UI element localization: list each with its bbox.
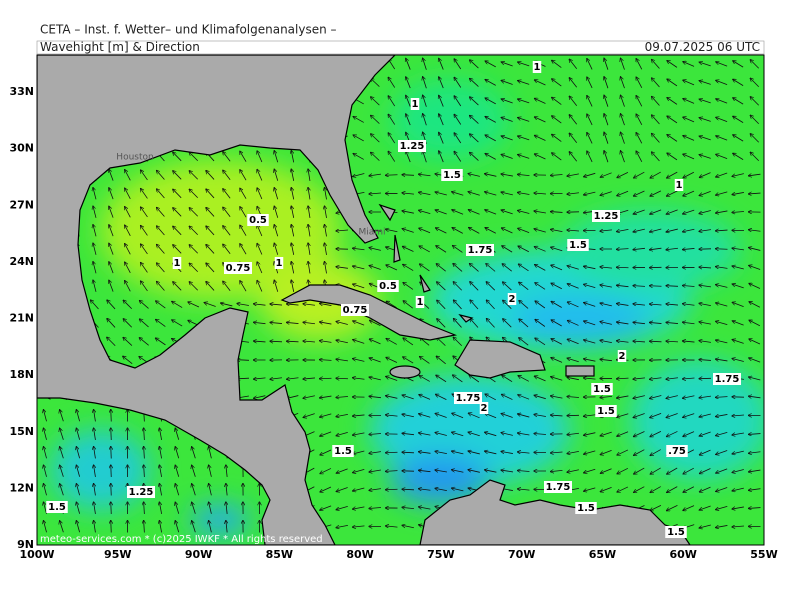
contour-label: 1.75 — [546, 482, 571, 493]
longitude-label: 75W — [427, 548, 454, 561]
contour-label: 0.75 — [226, 263, 251, 274]
contour-label: 0.5 — [249, 215, 267, 226]
contour-label: 1.5 — [597, 406, 615, 417]
longitude-label: 70W — [508, 548, 535, 561]
contour-label: 1.5 — [667, 527, 685, 538]
latitude-label: 9N — [17, 538, 34, 551]
contour-label: 1 — [676, 180, 683, 191]
longitude-label: 65W — [589, 548, 616, 561]
contour-label: 1 — [417, 297, 424, 308]
latitude-label: 30N — [9, 142, 34, 155]
contour-label: 1 — [534, 62, 541, 73]
city-label: Houston — [116, 153, 153, 163]
latitude-label: 12N — [9, 481, 34, 494]
contour-label: 1.25 — [129, 487, 154, 498]
contour-label: 1.25 — [594, 211, 619, 222]
arrow — [650, 286, 662, 287]
title: Wavehight [m] & Direction — [40, 40, 200, 54]
longitude-label: 95W — [104, 548, 131, 561]
latitude-label: 21N — [9, 312, 34, 325]
longitude-label: 90W — [185, 548, 212, 561]
contour-label: 0.5 — [379, 281, 397, 292]
city-label: Miami — [358, 228, 385, 238]
contour-label: 1.5 — [593, 384, 611, 395]
contour-label: 1.5 — [334, 446, 352, 457]
footer: meteo-services.com * (c)2025 IWKF * All … — [40, 534, 323, 545]
contour-label: 1.75 — [468, 245, 493, 256]
latitude-label: 24N — [9, 255, 34, 268]
institute: CETA – Inst. f. Wetter– und Klimafolgena… — [40, 23, 337, 37]
contour-label: 1 — [276, 258, 283, 269]
map-area: 1 1 1.25 1.5 1 0.5 1.25 1.75 1.5 1 0.75 1 0.5 1 2 0.75 2… — [37, 55, 770, 545]
latitude-label: 18N — [9, 368, 34, 381]
contour-label: 1.5 — [569, 240, 587, 251]
arrow — [386, 452, 398, 453]
contour-label: 1 — [412, 99, 419, 110]
longitude-label: 85W — [266, 548, 293, 561]
arrow — [716, 249, 728, 250]
arrow — [386, 175, 398, 176]
contour-label: 1.5 — [443, 170, 461, 181]
contour-label: 1.75 — [715, 374, 740, 385]
contour-label: 2 — [509, 294, 516, 305]
contour-label: 1.75 — [456, 393, 481, 404]
contour-label: 1 — [174, 258, 181, 269]
contour-label: 2 — [481, 403, 488, 414]
contour-label: 0.75 — [343, 305, 368, 316]
contour-label: 2 — [619, 351, 626, 362]
contour-label: 1.25 — [400, 141, 425, 152]
arrow — [386, 489, 398, 490]
contour-label: .75 — [668, 446, 686, 457]
longitude-label: 80W — [346, 548, 373, 561]
contour-label: 1.5 — [577, 503, 595, 514]
contour-label: 1.5 — [48, 502, 66, 513]
latitude-label: 15N — [9, 425, 34, 438]
latitude-label: 33N — [9, 85, 34, 98]
date: 09.07.2025 06 UTC — [645, 40, 760, 54]
longitude-label: 60W — [669, 548, 696, 561]
latitude-label: 27N — [9, 198, 34, 211]
longitude-label: 55W — [750, 548, 777, 561]
